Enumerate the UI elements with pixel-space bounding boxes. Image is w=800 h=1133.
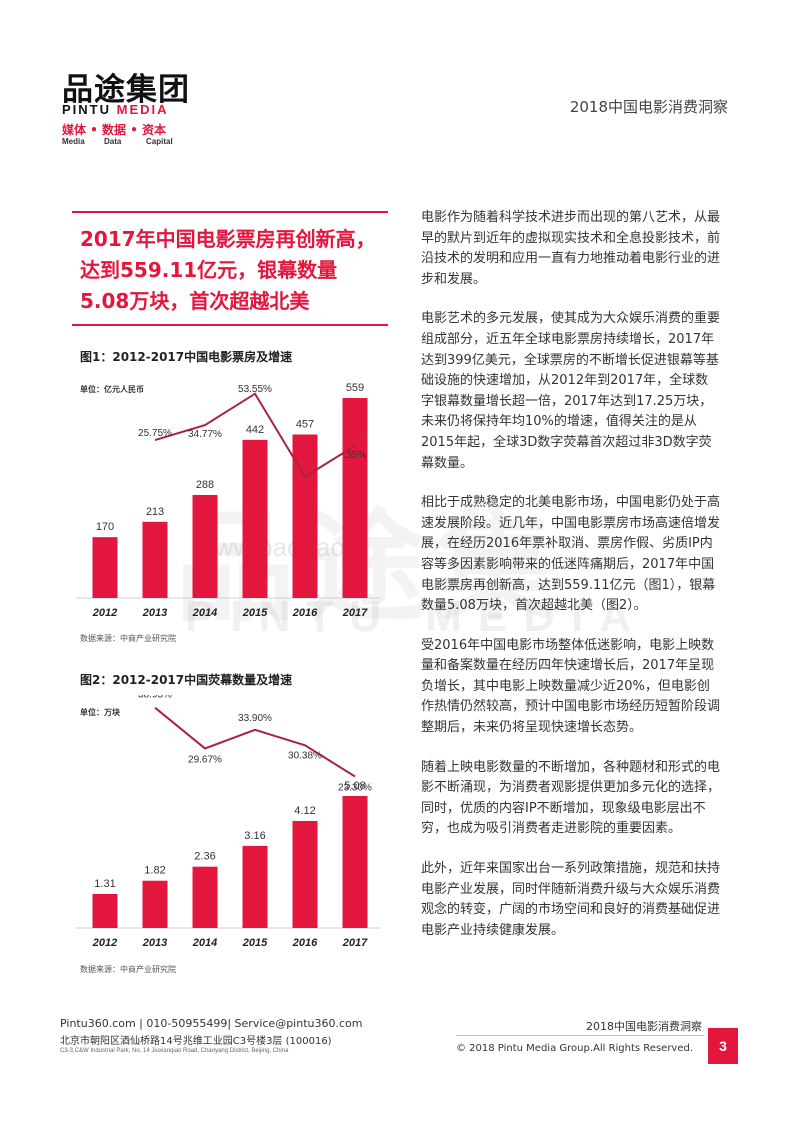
bar	[192, 866, 218, 928]
growth-value-label: 38.93%	[138, 695, 172, 701]
bar-value-label: 288	[196, 479, 214, 491]
growth-value-label: 33.90%	[238, 713, 272, 724]
growth-value-label: 34.77%	[188, 429, 222, 440]
x-tick-label: 2012	[92, 607, 117, 619]
bar-value-label: 559	[346, 382, 364, 394]
bar	[242, 845, 268, 928]
logo-en-media: MEDIA	[116, 102, 169, 117]
growth-value-label: .35%	[344, 450, 367, 461]
growth-value-label: 25.75%	[138, 428, 172, 439]
body-paragraph: 相比于成熟稳定的北美电影市场，中国电影仍处于高速发展阶段。近几年，中国电影票房市…	[421, 495, 721, 614]
logo-name-en: PINTU MEDIA	[62, 102, 169, 117]
bar-value-label: 213	[146, 506, 164, 518]
footer-contact: Pintu360.com | 010-50955499| Service@pin…	[60, 1017, 363, 1030]
growth-line	[154, 706, 356, 778]
page-number: 3	[708, 1028, 738, 1064]
body-paragraph: 电影作为随着科学技术进步而出现的第八艺术，从最早的默片到近年的虚拟现实技术和全息…	[421, 210, 721, 287]
figure2-source: 数据来源：中商产业研究院	[80, 965, 176, 974]
watermark-en: PINTU MEDIA	[185, 592, 647, 641]
growth-value-label: 53.55%	[238, 384, 272, 395]
x-tick-label: 2015	[242, 607, 268, 619]
logo-en-pintu: PINTU	[62, 102, 117, 117]
figure1-source: 数据来源：中商产业研究院	[80, 634, 176, 643]
x-tick-label: 2017	[342, 937, 368, 949]
bar-value-label: 5.08	[344, 780, 365, 792]
bar	[192, 494, 218, 598]
headline-rule-bottom	[72, 324, 388, 326]
x-tick-label: 2012	[92, 937, 117, 949]
bar	[92, 537, 118, 598]
footer-copyright: © 2018 Pintu Media Group.All Rights Rese…	[456, 1043, 694, 1054]
footer-address-cn: 北京市朝阳区酒仙桥路14号兆维工业园C3号楼3层 (100016)	[60, 1036, 332, 1047]
x-tick-label: 2014	[192, 937, 217, 949]
bar-value-label: 2.36	[194, 851, 215, 863]
figure2-unit: 单位：万块	[80, 708, 120, 717]
growth-value-label: 29.67%	[188, 754, 222, 765]
footer-address-en: C3-3,C&W Industrial Park, No. 14 Jiuxian…	[60, 1048, 289, 1054]
bar-value-label: 3.16	[244, 830, 265, 842]
figure2-caption: 图2：2012-2017中国荧幕数量及增速	[80, 673, 293, 687]
growth-value-label: 30.38%	[288, 750, 322, 761]
x-tick-label: 2014	[192, 607, 217, 619]
footer-rule	[456, 1035, 704, 1036]
bar	[292, 820, 318, 928]
logo-tagline: 媒体 • 数据 • 资本	[62, 123, 167, 137]
bar	[242, 439, 268, 598]
bar	[342, 796, 368, 928]
logo-tagline-en-media: Media	[62, 137, 85, 146]
x-tick-label: 2016	[292, 607, 318, 619]
x-tick-label: 2016	[292, 937, 318, 949]
body-paragraph: 受2016年中国电影市场整体低迷影响，电影上映数量和备案数量在经历四年快速增长后…	[421, 637, 721, 736]
logo-name-cn: 品途集团	[62, 72, 190, 108]
bar	[92, 893, 118, 928]
bar	[342, 398, 368, 598]
watermark-url: www.baogao	[196, 532, 345, 562]
bar-value-label: 457	[296, 418, 314, 430]
logo-tagline-en: Media Data Capital	[62, 137, 173, 146]
bar	[142, 521, 168, 598]
bar	[142, 880, 168, 928]
headline-rule-top	[72, 211, 388, 213]
body-text: 电影作为随着科学技术进步而出现的第八艺术，从最早的默片到近年的虚拟现实技术和全息…	[421, 208, 721, 960]
growth-value-label: 23.30%	[338, 782, 372, 793]
x-tick-label: 2013	[142, 937, 167, 949]
body-paragraph: 电影艺术的多元发展，使其成为大众娱乐消费的重要组成部分，近五年全球电影票房持续增…	[421, 311, 721, 471]
logo-tagline-en-capital: Capital	[146, 137, 173, 146]
x-tick-label: 2013	[142, 607, 167, 619]
x-tick-label: 2017	[342, 607, 368, 619]
body-paragraph: 此外，近年来国家出台一系列政策措施，规范和扶持电影产业发展，同时伴随新消费升级与…	[421, 861, 721, 938]
bar-value-label: 1.31	[94, 878, 115, 890]
figure2-chart: 1.31 2012 1.82 2013 2.36 2014 3.16 2015 4.12 2016…	[76, 695, 380, 949]
figure1-caption: 图1：2012-2017中国电影票房及增速	[80, 350, 293, 364]
growth-line	[154, 392, 356, 479]
logo-tagline-en-data: Data	[104, 137, 122, 146]
body-paragraph: 随着上映电影数量的不断增加，各种题材和形式的电影不断涌现，为消费者观影提供更加多…	[421, 759, 721, 837]
figure1-unit: 单位：亿元人民币	[80, 385, 144, 394]
headline: 2017年中国电影票房再创新高，达到559.11亿元，银幕数量5.08万块，首次…	[80, 227, 376, 313]
bar-value-label: 1.82	[144, 865, 165, 877]
figure1-chart: 170 2012 213 2013 288 2014 442 2015 457 2016 559 20…	[76, 382, 380, 619]
x-tick-label: 2015	[242, 937, 268, 949]
header-report-title: 2018中国电影消费洞察	[569, 98, 728, 116]
bar-value-label: 4.12	[294, 805, 315, 817]
footer-report-title: 2018中国电影消费洞察	[586, 1020, 702, 1033]
bar	[292, 434, 318, 598]
bar-value-label: 442	[246, 424, 264, 436]
bar-value-label: 170	[96, 521, 114, 533]
